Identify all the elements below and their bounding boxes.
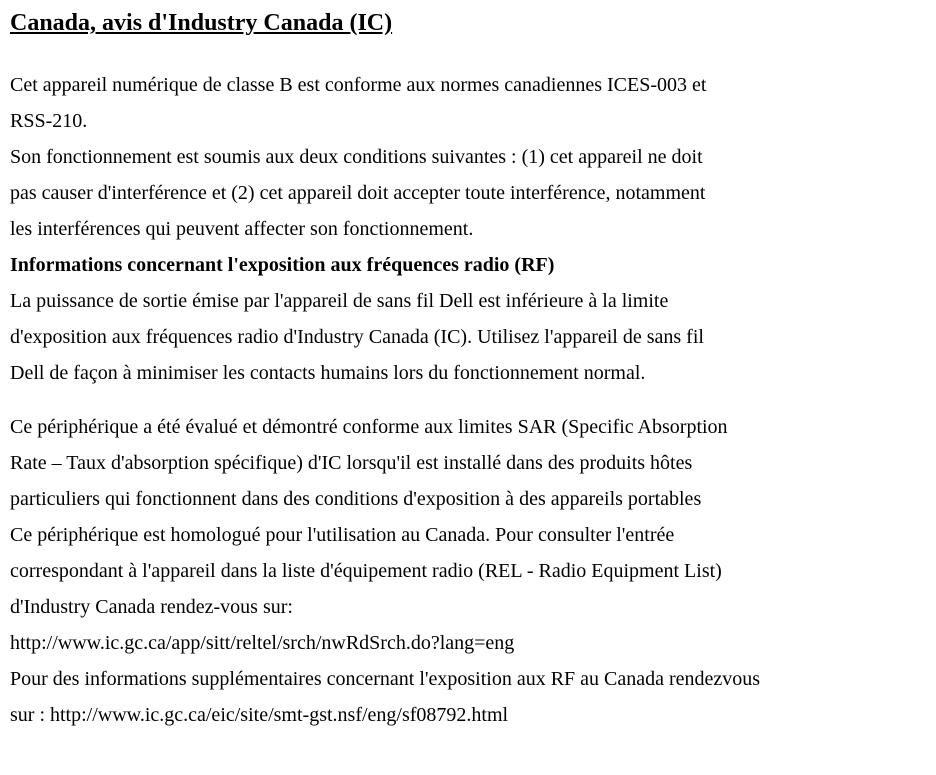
paragraph-6-line-2: sur : http://www.ic.gc.ca/eic/site/smt-g… (10, 697, 926, 733)
url-rel-list: http://www.ic.gc.ca/app/sitt/reltel/srch… (10, 625, 926, 661)
paragraph-3-line-2: d'exposition aux fréquences radio d'Indu… (10, 319, 926, 355)
paragraph-2-line-1: Son fonctionnement est soumis aux deux c… (10, 139, 926, 175)
paragraph-3-line-1: La puissance de sortie émise par l'appar… (10, 283, 926, 319)
paragraph-2-line-3: les interférences qui peuvent affecter s… (10, 211, 926, 247)
paragraph-3-line-3: Dell de façon à minimiser les contacts h… (10, 355, 926, 391)
document-body: Cet appareil numérique de classe B est c… (10, 67, 926, 733)
paragraph-6-line-1: Pour des informations supplémentaires co… (10, 661, 926, 697)
blank-line (10, 391, 926, 409)
paragraph-4-line-2: Rate – Taux d'absorption spécifique) d'I… (10, 445, 926, 481)
paragraph-4-line-3: particuliers qui fonctionnent dans des c… (10, 481, 926, 517)
paragraph-2-line-2: pas causer d'interférence et (2) cet app… (10, 175, 926, 211)
paragraph-1-line-1: Cet appareil numérique de classe B est c… (10, 67, 926, 103)
paragraph-5-line-1: Ce périphérique est homologué pour l'uti… (10, 517, 926, 553)
subheading-rf: Informations concernant l'exposition aux… (10, 247, 926, 283)
paragraph-5-line-3: d'Industry Canada rendez-vous sur: (10, 589, 926, 625)
paragraph-1-line-2: RSS-210. (10, 103, 926, 139)
document-title: Canada, avis d'Industry Canada (IC) (10, 8, 926, 39)
paragraph-5-line-2: correspondant à l'appareil dans la liste… (10, 553, 926, 589)
paragraph-4-line-1: Ce périphérique a été évalué et démontré… (10, 409, 926, 445)
